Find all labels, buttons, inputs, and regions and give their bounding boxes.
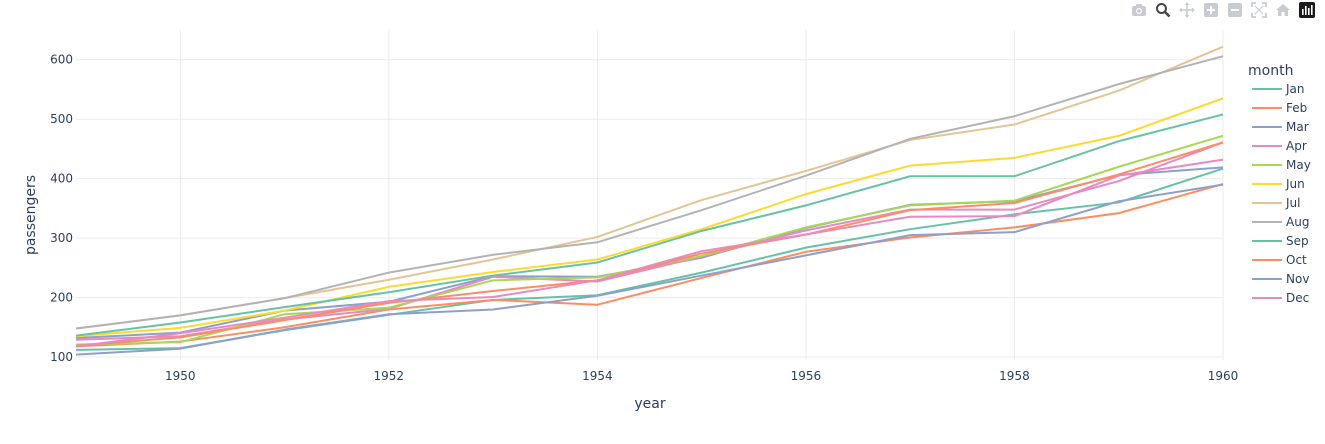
y-tick-label: 200 [50, 291, 73, 305]
legend-label: Oct [1286, 253, 1307, 267]
y-tick-label: 300 [50, 231, 73, 245]
legend-label: Feb [1286, 101, 1307, 115]
y-tick-label: 600 [50, 53, 73, 67]
series-line-nov[interactable] [75, 183, 1224, 356]
legend: month Jan Feb Mar Apr May Jun Jul Aug Sep Oct Nov D… [1248, 63, 1311, 305]
plotly-logo-icon[interactable] [1297, 0, 1317, 20]
zoom-icon[interactable] [1153, 0, 1173, 20]
series-lines [75, 45, 1224, 356]
legend-item-nov[interactable]: Nov [1252, 272, 1309, 286]
legend-item-sep[interactable]: Sep [1252, 234, 1309, 248]
y-tick-label: 100 [50, 350, 73, 364]
x-tick-label: 1950 [165, 369, 196, 383]
zoom-out-icon[interactable] [1225, 0, 1245, 20]
y-axis-title: passengers [23, 175, 39, 255]
legend-item-dec[interactable]: Dec [1252, 291, 1309, 305]
series-line-dec[interactable] [75, 158, 1224, 348]
x-tick-label: 1952 [374, 369, 405, 383]
legend-title: month [1248, 63, 1293, 79]
modebar [1129, 0, 1317, 20]
legend-label: Apr [1286, 139, 1307, 153]
x-tick-label: 1960 [1208, 369, 1239, 383]
legend-item-feb[interactable]: Feb [1252, 101, 1307, 115]
grid-lines [76, 30, 1224, 360]
x-tick-label: 1956 [791, 369, 822, 383]
legend-item-aug[interactable]: Aug [1252, 215, 1309, 229]
series-line-feb[interactable] [75, 183, 1224, 348]
legend-label: Mar [1286, 120, 1309, 134]
series-line-sep[interactable] [75, 113, 1224, 337]
legend-item-mar[interactable]: Mar [1252, 120, 1309, 134]
series-line-jun[interactable] [75, 97, 1224, 338]
series-line-aug[interactable] [75, 55, 1224, 330]
x-axis-title: year [634, 396, 665, 412]
reset-axes-icon[interactable] [1273, 0, 1293, 20]
y-tick-label: 500 [50, 112, 73, 126]
legend-label: Aug [1286, 215, 1309, 229]
x-tick-label: 1954 [582, 369, 613, 383]
legend-label: Jun [1285, 177, 1305, 191]
axis-ticks: 1950 1952 1954 1956 1958 1960 100 200 300 400 500 6… [50, 53, 1238, 383]
autoscale-icon[interactable] [1249, 0, 1269, 20]
x-tick-label: 1958 [999, 369, 1030, 383]
series-line-oct[interactable] [75, 141, 1224, 347]
camera-icon[interactable] [1129, 0, 1149, 20]
legend-item-jul[interactable]: Jul [1252, 196, 1300, 210]
legend-label: Nov [1286, 272, 1309, 286]
legend-label: Jul [1285, 196, 1300, 210]
pan-icon[interactable] [1177, 0, 1197, 20]
legend-item-apr[interactable]: Apr [1252, 139, 1307, 153]
legend-label: Jan [1285, 82, 1305, 96]
legend-label: Dec [1286, 291, 1309, 305]
series-line-apr[interactable] [75, 141, 1224, 341]
zoom-in-icon[interactable] [1201, 0, 1221, 20]
legend-label: Sep [1286, 234, 1309, 248]
y-tick-label: 400 [50, 172, 73, 186]
legend-label: May [1286, 158, 1311, 172]
legend-item-jan[interactable]: Jan [1252, 82, 1305, 96]
legend-item-may[interactable]: May [1252, 158, 1311, 172]
legend-item-jun[interactable]: Jun [1252, 177, 1305, 191]
legend-item-oct[interactable]: Oct [1252, 253, 1307, 267]
